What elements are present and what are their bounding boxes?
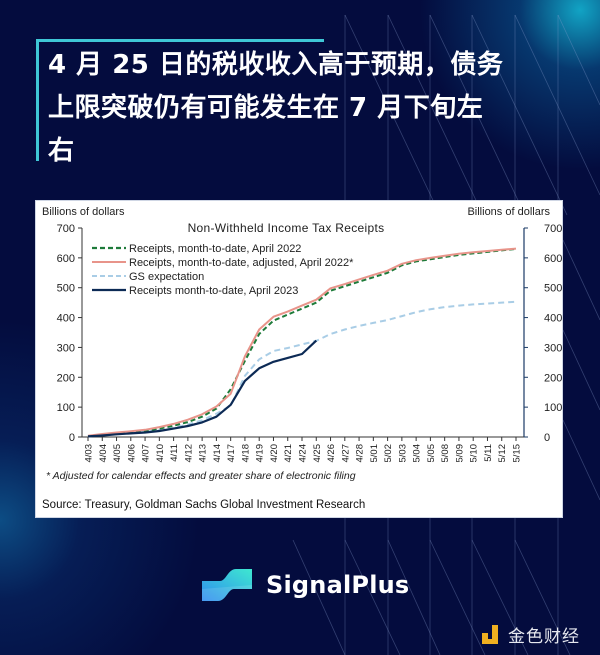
title-accent-bracket — [36, 39, 324, 161]
x-tick-label: 4/07 — [141, 444, 152, 463]
x-tick-label: 4/26 — [326, 444, 337, 463]
chart-footnote: * Adjusted for calendar effects and grea… — [46, 470, 356, 482]
right-y-tick-label: 400 — [544, 313, 562, 325]
headline-line-2: 上限突破仍有可能发生在 7 月下旬左 — [48, 93, 484, 123]
x-tick-label: 4/18 — [240, 444, 251, 463]
series-line-3 — [87, 339, 318, 438]
x-tick-label: 4/19 — [255, 444, 266, 463]
x-tick-label: 4/27 — [340, 444, 351, 463]
signalplus-brand: SignalPlus — [200, 563, 409, 607]
x-tick-label: 5/08 — [440, 444, 451, 463]
right-y-tick-label: 700 — [544, 223, 562, 235]
legend-label-gs-expectation: GS expectation — [129, 271, 204, 283]
x-tick-label: 4/05 — [112, 444, 123, 463]
right-y-tick-label: 600 — [544, 253, 562, 265]
legend-label-2023: Receipts month-to-date, April 2023 — [129, 285, 298, 297]
jinse-wordmark: 金色财经 — [508, 627, 580, 647]
x-tick-label: 5/12 — [497, 444, 508, 463]
x-tick-label: 4/14 — [212, 444, 223, 463]
x-tick-label: 4/13 — [198, 444, 209, 463]
x-tick-label: 4/06 — [126, 444, 137, 463]
x-tick-label: 4/25 — [312, 444, 323, 463]
jinse-watermark: 金色财经 — [482, 622, 580, 647]
series-line-1 — [87, 247, 517, 437]
left-y-tick-label: 200 — [57, 372, 75, 384]
x-tick-label: 4/11 — [169, 444, 180, 462]
x-tick-label: 5/02 — [383, 444, 394, 463]
headline: 4 月 25 日的税收收入高于预期，债务 上限突破仍有可能发生在 7 月下旬左 … — [48, 44, 548, 173]
chart-card: Billions of dollars Billions of dollars … — [35, 200, 563, 518]
left-axis-label: Billions of dollars — [42, 206, 125, 218]
headline-line-3: 右 — [48, 136, 75, 166]
headline-line-1: 4 月 25 日的税收收入高于预期，债务 — [48, 50, 504, 80]
right-y-tick-label: 500 — [544, 283, 562, 295]
chart-source: Source: Treasury, Goldman Sachs Global I… — [42, 499, 365, 511]
left-y-tick-label: 500 — [57, 283, 75, 295]
x-tick-label: 4/03 — [84, 444, 95, 463]
x-tick-label: 4/28 — [355, 444, 366, 463]
jinse-logo-icon — [482, 624, 498, 644]
right-y-tick-label: 300 — [544, 342, 562, 354]
x-tick-label: 5/01 — [369, 444, 380, 463]
series-line-2 — [87, 300, 517, 438]
left-y-tick-label: 0 — [69, 432, 75, 444]
x-tick-label: 4/24 — [298, 444, 309, 463]
x-tick-label: 4/10 — [155, 444, 166, 463]
left-y-tick-label: 400 — [57, 313, 75, 325]
x-tick-label: 5/11 — [483, 444, 494, 462]
x-tick-label: 5/03 — [397, 444, 408, 463]
x-tick-label: 5/04 — [412, 444, 423, 463]
x-tick-label: 4/12 — [183, 444, 194, 463]
right-axis-label: Billions of dollars — [467, 206, 550, 218]
right-y-tick-label: 0 — [544, 432, 550, 444]
x-tick-label: 4/04 — [98, 444, 109, 463]
x-tick-label: 4/20 — [269, 444, 280, 463]
legend-label-2022-adjusted: Receipts, month-to-date, adjusted, April… — [129, 257, 354, 269]
right-y-tick-label: 200 — [544, 372, 562, 384]
x-tick-label: 5/09 — [454, 444, 465, 463]
signalplus-logo-icon — [202, 569, 252, 601]
chart-axes: 0 0 100 100 200 200 300 300 400 400 500 500 600 600 70… — [57, 223, 563, 463]
left-y-tick-label: 700 — [57, 223, 75, 235]
left-y-tick-label: 300 — [57, 342, 75, 354]
line-chart: Billions of dollars Billions of dollars … — [42, 206, 563, 511]
x-tick-label: 5/05 — [426, 444, 437, 463]
left-y-tick-label: 100 — [57, 402, 75, 414]
chart-legend: Receipts, month-to-date, April 2022 Rece… — [92, 243, 354, 297]
chart-title: Non-Withheld Income Tax Receipts — [188, 221, 385, 235]
x-tick-label: 5/10 — [469, 444, 480, 463]
x-tick-label: 5/15 — [512, 444, 523, 463]
left-y-tick-label: 600 — [57, 253, 75, 265]
chart-series — [87, 247, 517, 438]
x-tick-label: 4/21 — [283, 444, 294, 463]
signalplus-wordmark: SignalPlus — [266, 571, 410, 599]
x-tick-label: 4/17 — [226, 444, 237, 463]
legend-label-2022: Receipts, month-to-date, April 2022 — [129, 243, 301, 255]
right-y-tick-label: 100 — [544, 402, 562, 414]
